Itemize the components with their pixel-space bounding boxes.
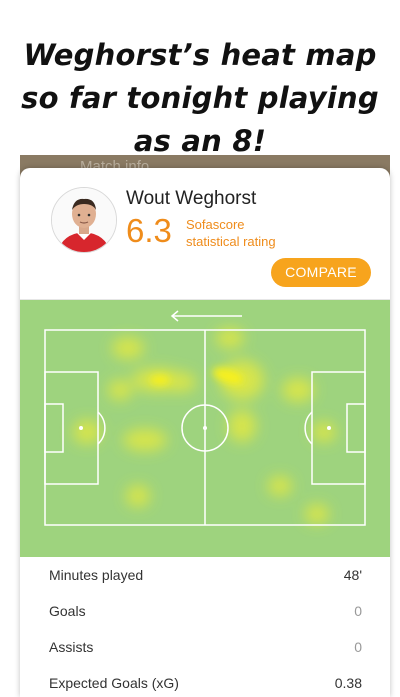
heat-hotspot bbox=[150, 375, 170, 385]
attack-direction-arrow bbox=[170, 310, 242, 322]
stat-label: Minutes played bbox=[49, 567, 144, 583]
heatmap-svg bbox=[44, 310, 366, 526]
stat-row: Expected Goals (xG) 0.38 bbox=[20, 665, 390, 697]
player-photo-icon bbox=[52, 188, 116, 252]
heat-zone bbox=[282, 378, 314, 402]
stats-list: Minutes played 48' Goals 0 Assists 0 Expected … bbox=[20, 557, 390, 697]
rating-label: Sofascore statistical rating bbox=[186, 216, 306, 250]
pitch-spots bbox=[79, 426, 331, 430]
rating-label-line-2: statistical rating bbox=[186, 234, 276, 249]
heat-hotspots bbox=[150, 367, 244, 385]
heat-zone bbox=[268, 476, 292, 496]
rating-label-line-1: Sofascore bbox=[186, 217, 245, 232]
heat-zone bbox=[228, 410, 256, 442]
player-name: Wout Weghorst bbox=[126, 188, 257, 209]
stat-value: 0.38 bbox=[334, 675, 362, 691]
heat-zone bbox=[126, 485, 150, 507]
post-caption: Weghorst’s heat map so far tonight playi… bbox=[0, 34, 400, 163]
stat-label: Assists bbox=[49, 639, 94, 655]
heat-zone bbox=[112, 337, 144, 359]
stat-row: Minutes played 48' bbox=[20, 557, 390, 593]
compare-button[interactable]: COMPARE bbox=[271, 258, 371, 287]
stat-label: Expected Goals (xG) bbox=[49, 675, 179, 691]
pitch-lines bbox=[44, 329, 366, 526]
stat-row: Goals 0 bbox=[20, 593, 390, 629]
stat-value: 48' bbox=[343, 567, 362, 583]
heat-zones bbox=[73, 328, 336, 524]
heat-zone bbox=[305, 504, 329, 524]
heat-zone bbox=[108, 380, 132, 400]
stat-value: 0 bbox=[354, 603, 362, 619]
heat-zone bbox=[73, 420, 101, 444]
player-stats-card: Wout Weghorst 6.3 Sofascore statistical … bbox=[20, 168, 390, 697]
heat-zone bbox=[312, 422, 336, 442]
heatmap-pitch bbox=[20, 300, 390, 557]
heat-zone bbox=[216, 328, 244, 348]
player-avatar[interactable] bbox=[51, 187, 117, 253]
caption-line-3: as an 8! bbox=[133, 124, 267, 158]
divider bbox=[20, 299, 390, 300]
stat-row: Assists 0 bbox=[20, 629, 390, 665]
caption-line-1: Weghorst’s heat map bbox=[23, 38, 377, 72]
stat-value: 0 bbox=[354, 639, 362, 655]
stat-label: Goals bbox=[49, 603, 86, 619]
caption-line-2: so far tonight playing bbox=[21, 81, 379, 115]
heat-zone bbox=[123, 429, 167, 451]
heat-hotspot bbox=[212, 367, 244, 385]
player-rating: 6.3 bbox=[126, 212, 172, 249]
heat-zone bbox=[164, 372, 196, 392]
